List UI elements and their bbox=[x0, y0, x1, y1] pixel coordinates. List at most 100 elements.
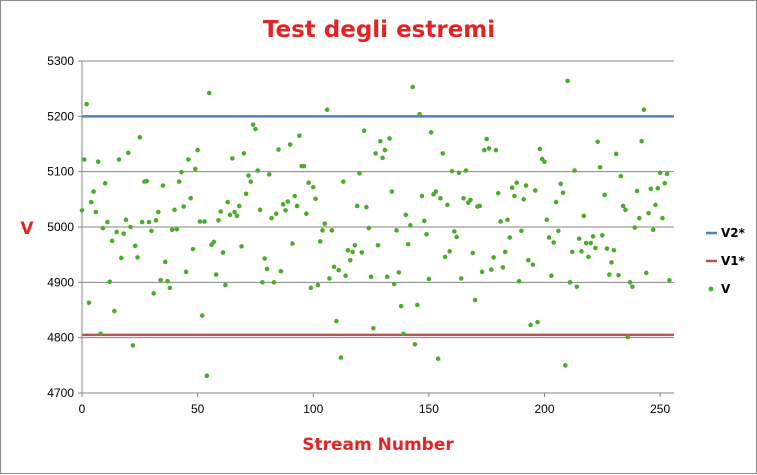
data-point bbox=[606, 272, 612, 277]
data-point bbox=[139, 219, 145, 225]
data-point bbox=[535, 319, 540, 325]
data-point bbox=[179, 169, 184, 175]
data-point bbox=[428, 130, 434, 135]
data-point bbox=[401, 331, 406, 337]
data-point bbox=[174, 226, 180, 232]
data-point bbox=[574, 284, 580, 290]
data-point bbox=[396, 270, 402, 275]
data-point bbox=[643, 270, 649, 276]
data-point bbox=[470, 250, 476, 256]
data-point bbox=[273, 211, 279, 217]
data-point bbox=[269, 215, 274, 221]
data-point bbox=[162, 259, 168, 265]
data-point bbox=[301, 163, 307, 169]
data-point bbox=[486, 146, 492, 151]
data-point bbox=[632, 225, 637, 230]
data-point bbox=[419, 193, 425, 199]
data-point bbox=[165, 278, 170, 284]
y-axis-title: V bbox=[20, 219, 34, 239]
y-tick-label: 5000 bbox=[47, 220, 74, 234]
data-point bbox=[655, 185, 661, 191]
data-point bbox=[657, 170, 663, 176]
data-point bbox=[667, 277, 672, 283]
data-point bbox=[493, 147, 499, 153]
data-point bbox=[341, 179, 346, 184]
data-point bbox=[227, 212, 233, 218]
data-point bbox=[306, 180, 311, 186]
data-point bbox=[373, 151, 378, 156]
data-point bbox=[125, 150, 131, 156]
data-point bbox=[93, 209, 99, 215]
data-point bbox=[412, 342, 418, 347]
data-point bbox=[484, 136, 489, 142]
data-point bbox=[121, 231, 126, 236]
data-point bbox=[144, 178, 150, 184]
data-point bbox=[331, 264, 337, 270]
data-point bbox=[627, 280, 633, 285]
data-point bbox=[169, 227, 175, 233]
data-point bbox=[343, 273, 348, 278]
data-point bbox=[278, 268, 284, 274]
data-point bbox=[560, 190, 566, 195]
data-point bbox=[623, 207, 628, 213]
data-point bbox=[105, 219, 110, 225]
data-point bbox=[549, 273, 554, 278]
data-point bbox=[255, 168, 261, 173]
data-point bbox=[186, 157, 191, 162]
data-point bbox=[586, 254, 591, 260]
data-point bbox=[426, 276, 432, 282]
data-point bbox=[285, 199, 291, 204]
data-point bbox=[98, 331, 103, 337]
data-point bbox=[135, 255, 140, 260]
data-point bbox=[327, 276, 332, 281]
data-point bbox=[648, 186, 654, 192]
data-point bbox=[239, 244, 244, 249]
y-tick-label: 4700 bbox=[47, 386, 74, 400]
data-point bbox=[445, 202, 450, 208]
data-point bbox=[590, 234, 596, 239]
data-point bbox=[100, 225, 106, 231]
data-point bbox=[507, 235, 513, 240]
data-point bbox=[630, 284, 635, 290]
data-point bbox=[563, 363, 568, 368]
x-tick-label: 100 bbox=[303, 402, 323, 416]
legend-label: V2* bbox=[721, 226, 746, 240]
x-axis-title: Stream Number bbox=[302, 435, 454, 455]
data-point bbox=[82, 157, 87, 162]
data-point bbox=[128, 224, 133, 230]
data-point bbox=[243, 191, 249, 197]
data-point bbox=[516, 278, 522, 284]
data-point bbox=[558, 181, 563, 187]
data-point bbox=[405, 241, 411, 247]
data-point bbox=[223, 282, 228, 288]
data-point bbox=[646, 210, 651, 216]
data-point bbox=[271, 280, 277, 285]
data-point bbox=[611, 247, 617, 253]
data-point bbox=[394, 228, 399, 233]
data-point bbox=[387, 136, 392, 141]
data-point bbox=[364, 204, 369, 210]
data-point bbox=[188, 195, 193, 201]
data-point bbox=[350, 249, 355, 255]
data-point bbox=[613, 151, 619, 157]
legend-swatch-v bbox=[708, 286, 714, 292]
data-point bbox=[91, 189, 96, 194]
data-point bbox=[579, 249, 584, 254]
data-point bbox=[283, 208, 288, 213]
data-point bbox=[519, 228, 524, 234]
data-point bbox=[310, 184, 316, 190]
data-point bbox=[190, 246, 196, 252]
data-point bbox=[109, 238, 115, 244]
data-point bbox=[472, 297, 478, 303]
data-point bbox=[458, 276, 464, 281]
data-point bbox=[417, 111, 422, 117]
data-point bbox=[600, 233, 605, 238]
data-point bbox=[294, 203, 300, 209]
data-point bbox=[206, 90, 212, 96]
data-point bbox=[290, 241, 295, 246]
data-point bbox=[202, 219, 207, 224]
data-point bbox=[287, 142, 293, 147]
data-point bbox=[456, 170, 462, 176]
data-point bbox=[345, 247, 351, 253]
data-point bbox=[378, 138, 383, 144]
